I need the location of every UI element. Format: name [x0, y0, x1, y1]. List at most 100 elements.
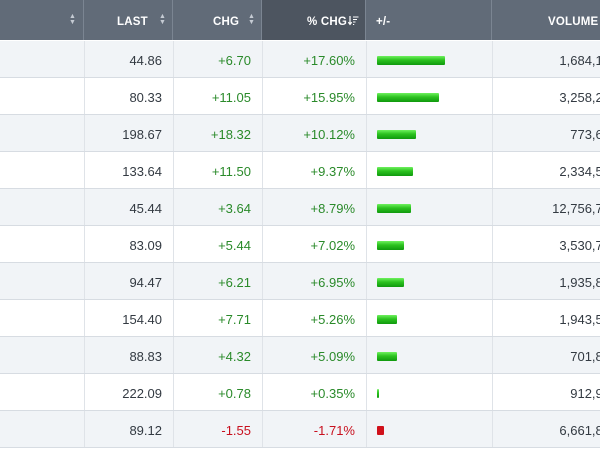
column-header-label: +/- — [376, 16, 391, 28]
column-divider — [492, 189, 493, 225]
change-bar-cell — [366, 78, 492, 114]
cell-pct-chg: +5.26% — [310, 312, 355, 327]
table-row[interactable]: 80.33 +11.05 +15.95% 3,258,27 — [0, 78, 600, 115]
column-divider — [366, 337, 367, 373]
change-bar-cell — [366, 41, 492, 77]
change-bar-cell — [366, 226, 492, 262]
change-bar-cell — [366, 337, 492, 373]
column-divider — [262, 115, 263, 151]
sort-descending-icon[interactable] — [348, 15, 359, 26]
positive-change-bar — [377, 315, 398, 324]
table-row[interactable]: 133.64 +11.50 +9.37% 2,334,54 — [0, 152, 600, 189]
cell-last: 45.44 — [129, 201, 162, 216]
column-divider — [173, 411, 174, 447]
table-row[interactable]: 154.40 +7.71 +5.26% 1,943,53 — [0, 300, 600, 337]
sort-toggle-icon[interactable]: ▲ ▼ — [248, 13, 256, 26]
cell-pct-chg: +9.37% — [310, 164, 355, 179]
column-divider — [492, 263, 493, 299]
cell-chg: +6.21 — [218, 275, 251, 290]
cell-chg: +5.44 — [218, 238, 251, 253]
change-bar-cell — [366, 263, 492, 299]
column-header-chg[interactable]: CHG ▲ ▼ — [173, 0, 262, 40]
column-header-pct-chg[interactable]: % CHG — [262, 0, 366, 40]
column-divider — [366, 300, 367, 336]
table-row[interactable]: 45.44 +3.64 +8.79% 12,756,73 — [0, 189, 600, 226]
column-divider — [262, 226, 263, 262]
table-row[interactable]: 222.09 +0.78 +0.35% 912,99 — [0, 374, 600, 411]
cell-pct-chg: +6.95% — [310, 275, 355, 290]
positive-change-bar — [377, 93, 439, 102]
change-bar-cell — [366, 152, 492, 188]
cell-last: 80.33 — [129, 90, 162, 105]
column-divider — [492, 41, 493, 77]
column-divider — [84, 115, 85, 151]
column-divider — [492, 152, 493, 188]
column-header-symbol[interactable]: ▲ ▼ — [0, 0, 84, 40]
column-divider — [84, 189, 85, 225]
column-divider — [366, 263, 367, 299]
cell-volume: 1,684,15 — [559, 53, 600, 68]
cell-volume: 773,68 — [570, 127, 600, 142]
cell-chg: +7.71 — [218, 312, 251, 327]
table-row[interactable]: 89.12 -1.55 -1.71% 6,661,82 — [0, 411, 600, 448]
column-divider — [366, 226, 367, 262]
cell-chg: +11.50 — [211, 164, 251, 179]
column-divider — [173, 300, 174, 336]
column-divider — [366, 189, 367, 225]
column-divider — [173, 337, 174, 373]
cell-chg: +6.70 — [218, 53, 251, 68]
table-row[interactable]: 83.09 +5.44 +7.02% 3,530,73 — [0, 226, 600, 263]
cell-chg: +4.32 — [218, 349, 251, 364]
cell-last: 88.83 — [129, 349, 162, 364]
column-divider — [492, 337, 493, 373]
cell-last: 198.67 — [122, 127, 162, 142]
column-header-volume[interactable]: VOLUME — [492, 0, 600, 40]
column-divider — [366, 115, 367, 151]
column-divider — [84, 337, 85, 373]
column-divider — [173, 78, 174, 114]
positive-change-bar — [377, 352, 397, 361]
table-row[interactable]: 198.67 +18.32 +10.12% 773,68 — [0, 115, 600, 152]
change-bar-cell — [366, 374, 492, 410]
column-divider — [84, 41, 85, 77]
column-divider — [492, 115, 493, 151]
positive-change-bar — [377, 204, 411, 213]
table-row[interactable]: 44.86 +6.70 +17.60% 1,684,15 — [0, 41, 600, 78]
cell-pct-chg: +5.09% — [310, 349, 355, 364]
sort-toggle-icon[interactable]: ▲ ▼ — [69, 13, 77, 26]
change-bar-cell — [366, 189, 492, 225]
column-divider — [262, 78, 263, 114]
column-header-plus-minus[interactable]: +/- — [366, 0, 492, 40]
cell-last: 83.09 — [129, 238, 162, 253]
change-bar-cell — [366, 300, 492, 336]
cell-last: 222.09 — [122, 386, 162, 401]
column-divider — [366, 78, 367, 114]
cell-pct-chg: +0.35% — [310, 386, 355, 401]
cell-pct-chg: +10.12% — [303, 127, 355, 142]
cell-pct-chg: +15.95% — [303, 90, 355, 105]
cell-last: 44.86 — [129, 53, 162, 68]
column-divider — [173, 263, 174, 299]
table-row[interactable]: 88.83 +4.32 +5.09% 701,85 — [0, 337, 600, 374]
cell-volume: 1,943,53 — [559, 312, 600, 327]
cell-last: 133.64 — [122, 164, 162, 179]
column-header-label: VOLUME — [548, 16, 599, 28]
cell-volume: 1,935,85 — [559, 275, 600, 290]
cell-chg: +3.64 — [218, 201, 251, 216]
cell-pct-chg: +7.02% — [310, 238, 355, 253]
column-divider — [366, 41, 367, 77]
positive-change-bar — [377, 130, 417, 139]
cell-pct-chg: -1.71% — [313, 423, 355, 438]
column-divider — [173, 189, 174, 225]
column-divider — [492, 374, 493, 410]
sort-toggle-icon[interactable]: ▲ ▼ — [159, 13, 167, 26]
table-row[interactable]: 94.47 +6.21 +6.95% 1,935,85 — [0, 263, 600, 300]
column-divider — [262, 152, 263, 188]
negative-change-bar — [377, 426, 384, 435]
column-header-last[interactable]: LAST ▲ ▼ — [84, 0, 173, 40]
column-divider — [84, 374, 85, 410]
positive-change-bar — [377, 56, 445, 65]
column-divider — [366, 374, 367, 410]
positive-change-bar — [377, 241, 405, 250]
